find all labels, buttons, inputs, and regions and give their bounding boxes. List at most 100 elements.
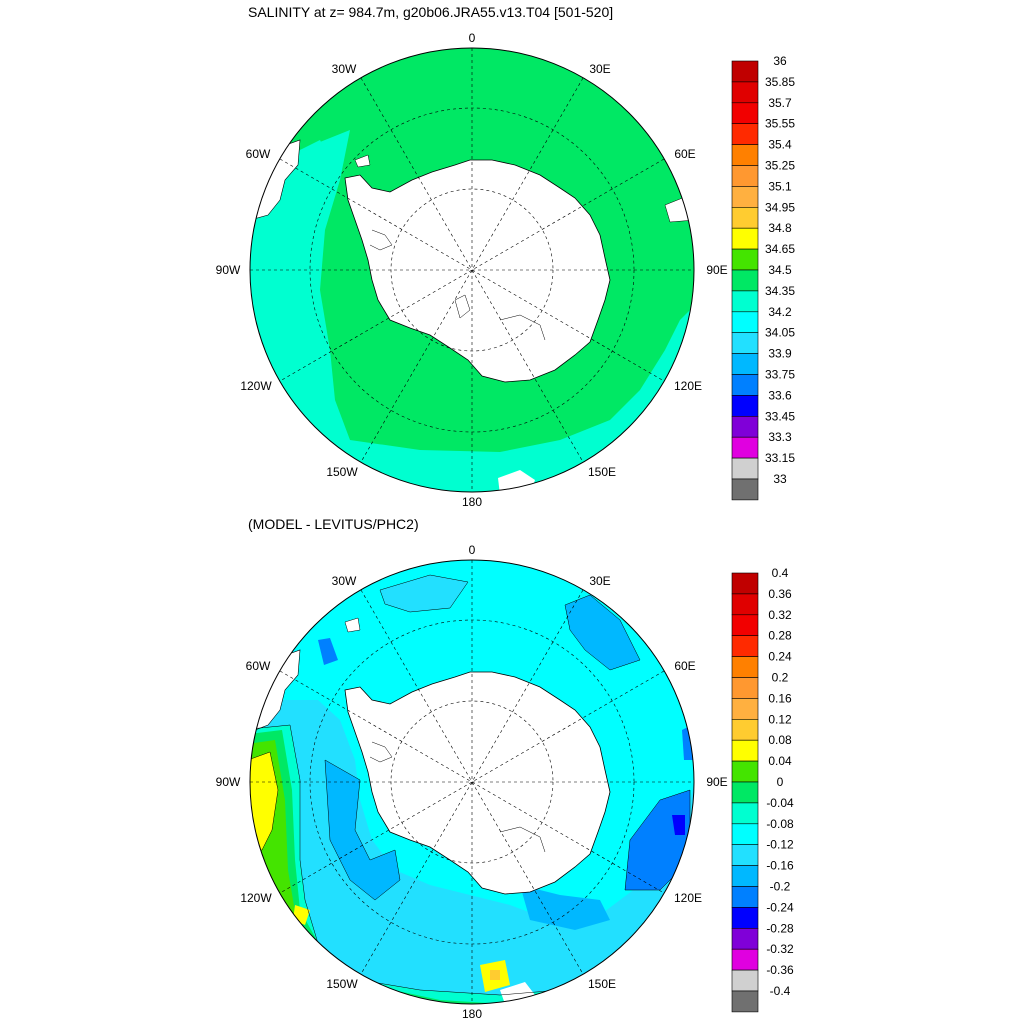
p1-lon-0: 0 (469, 31, 476, 45)
colorbar-swatch (731, 227, 759, 250)
p1-lon-120w: 120W (240, 379, 272, 393)
colorbar-label: 0.28 (768, 629, 792, 643)
p2-lon-150e: 150E (588, 977, 616, 991)
colorbar-label: -0.32 (766, 942, 794, 956)
colorbar-swatch (731, 165, 759, 187)
colorbar-swatch (731, 698, 759, 720)
colorbar-label: -0.4 (770, 984, 791, 998)
p1-lon-30e: 30E (589, 62, 610, 76)
colorbar-swatch (731, 123, 759, 145)
colorbar-label: 34.05 (765, 326, 795, 340)
colorbar-label: 0.2 (772, 671, 789, 685)
p2-antarctica-land (344, 671, 611, 895)
colorbar-label: 35.4 (768, 138, 792, 152)
colorbar-swatch (731, 886, 759, 908)
colorbar-swatch (731, 457, 759, 480)
colorbar-swatch (731, 844, 759, 866)
colorbar-label: 33.75 (765, 368, 795, 382)
p1-lon-90w: 90W (216, 263, 241, 277)
p2-lon-30w: 30W (332, 574, 357, 588)
antarctica-land (344, 159, 611, 383)
colorbar-swatch (731, 802, 759, 825)
p1-lon-150w: 150W (326, 465, 358, 479)
salinity-colorbar: 36 35.85 35.7 35.55 35.4 35.25 35.1 34.95 34.8 34… (731, 54, 795, 501)
colorbar-swatch (731, 269, 759, 292)
p1-lon-30w: 30W (332, 62, 357, 76)
colorbar-swatch (731, 718, 759, 741)
salinity-graticule (250, 48, 694, 492)
p2-lon-180: 180 (462, 1007, 482, 1021)
p2-lon-90w: 90W (216, 775, 241, 789)
colorbar-label: 0.36 (768, 587, 792, 601)
colorbar-swatch (731, 436, 759, 459)
difference-field-positive (250, 752, 278, 850)
colorbar-swatch (731, 572, 759, 595)
colorbar-label: 33.45 (765, 409, 795, 423)
colorbar-label: -0.04 (766, 796, 794, 810)
colorbar-swatch (731, 593, 759, 616)
colorbar-swatch (731, 739, 759, 762)
colorbar-swatch (731, 823, 759, 845)
colorbar-label: 0.08 (768, 733, 792, 747)
colorbar-swatch (731, 415, 759, 438)
colorbar-label: 33.3 (768, 430, 792, 444)
colorbar-swatch (731, 969, 759, 992)
colorbar-label: -0.16 (766, 859, 794, 873)
colorbar-swatch (731, 948, 759, 971)
difference-colorbar: 0.4 0.36 0.32 0.28 0.24 0.2 0.16 0.12 0.08 0.04 0 -… (731, 566, 794, 1013)
colorbar-label: 34.8 (768, 221, 792, 235)
colorbar-label: 34.5 (768, 263, 792, 277)
colorbar-label: 0 (777, 775, 784, 789)
salinity-map-border (249, 47, 695, 493)
colorbar-swatch (731, 781, 759, 804)
colorbar-label: -0.2 (770, 880, 791, 894)
p2-lon-90e: 90E (706, 775, 727, 789)
colorbar-swatch (731, 311, 759, 333)
colorbar-label: 0.16 (768, 691, 792, 705)
p2-lon-120w: 120W (240, 891, 272, 905)
colorbar-swatch (731, 102, 759, 125)
colorbar-swatch (731, 990, 759, 1013)
colorbar-swatch (731, 865, 759, 887)
colorbar-label: 34.2 (768, 305, 792, 319)
colorbar-swatch (731, 614, 759, 636)
colorbar-label: 33 (773, 472, 787, 486)
colorbar-label: 0.32 (768, 608, 792, 622)
colorbar-swatch (731, 656, 759, 678)
difference-map-border (249, 559, 695, 1005)
p1-lon-60w: 60W (246, 147, 271, 161)
colorbar-label: 35.85 (765, 75, 795, 89)
colorbar-swatch (731, 144, 759, 166)
p1-lon-60e: 60E (674, 147, 695, 161)
colorbar-label: 35.7 (768, 96, 792, 110)
p1-lon-180: 180 (462, 495, 482, 509)
panel1-title: SALINITY at z= 984.7m, g20b06.JRA55.v13.… (248, 4, 614, 20)
colorbar-swatch (731, 207, 759, 229)
p2-lon-150w: 150W (326, 977, 358, 991)
p2-lon-120e: 120E (674, 891, 702, 905)
colorbar-label: 34.95 (765, 200, 795, 214)
colorbar-swatch (731, 81, 759, 104)
colorbar-label: 35.55 (765, 117, 795, 131)
colorbar-swatch (731, 353, 759, 375)
colorbar-swatch (731, 635, 759, 657)
p1-lon-90e: 90E (706, 263, 727, 277)
colorbar-label: 34.35 (765, 284, 795, 298)
panel2-title: (MODEL - LEVITUS/PHC2) (248, 516, 419, 532)
colorbar-swatch (731, 927, 759, 950)
colorbar-label: 0.12 (768, 712, 792, 726)
difference-field-b (565, 595, 640, 670)
colorbar-label: -0.36 (766, 963, 794, 977)
colorbar-label: 36 (773, 54, 787, 68)
p2-lon-60e: 60E (674, 659, 695, 673)
salinity-map: 0 30E 60E 90E 120E 150E 180 150W 120W 90… (216, 31, 728, 509)
p2-lon-30e: 30E (589, 574, 610, 588)
colorbar-label: 0.24 (768, 650, 792, 664)
colorbar-label: -0.12 (766, 838, 794, 852)
colorbar-swatch (731, 290, 759, 313)
colorbar-swatch (731, 478, 759, 501)
colorbar-swatch (731, 907, 759, 929)
p1-lon-150e: 150E (588, 465, 616, 479)
colorbar-label: 35.1 (768, 179, 792, 193)
